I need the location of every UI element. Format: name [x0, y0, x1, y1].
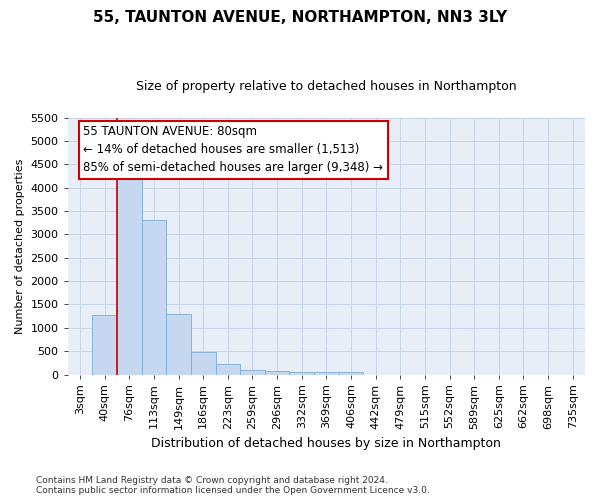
Bar [166, 314, 191, 374]
Bar [338, 372, 364, 374]
Y-axis label: Number of detached properties: Number of detached properties [15, 158, 25, 334]
X-axis label: Distribution of detached houses by size in Northampton: Distribution of detached houses by size … [151, 437, 501, 450]
Text: 55 TAUNTON AVENUE: 80sqm
← 14% of detached houses are smaller (1,513)
85% of sem: 55 TAUNTON AVENUE: 80sqm ← 14% of detach… [83, 126, 383, 174]
Text: Contains HM Land Registry data © Crown copyright and database right 2024.
Contai: Contains HM Land Registry data © Crown c… [36, 476, 430, 495]
Bar [240, 370, 265, 374]
Bar [314, 372, 338, 374]
Bar [289, 372, 314, 374]
Bar [215, 364, 240, 374]
Title: Size of property relative to detached houses in Northampton: Size of property relative to detached ho… [136, 80, 517, 93]
Bar [191, 352, 215, 374]
Text: 55, TAUNTON AVENUE, NORTHAMPTON, NN3 3LY: 55, TAUNTON AVENUE, NORTHAMPTON, NN3 3LY [93, 10, 507, 25]
Bar [92, 315, 117, 374]
Bar [117, 172, 142, 374]
Bar [265, 371, 289, 374]
Bar [142, 220, 166, 374]
